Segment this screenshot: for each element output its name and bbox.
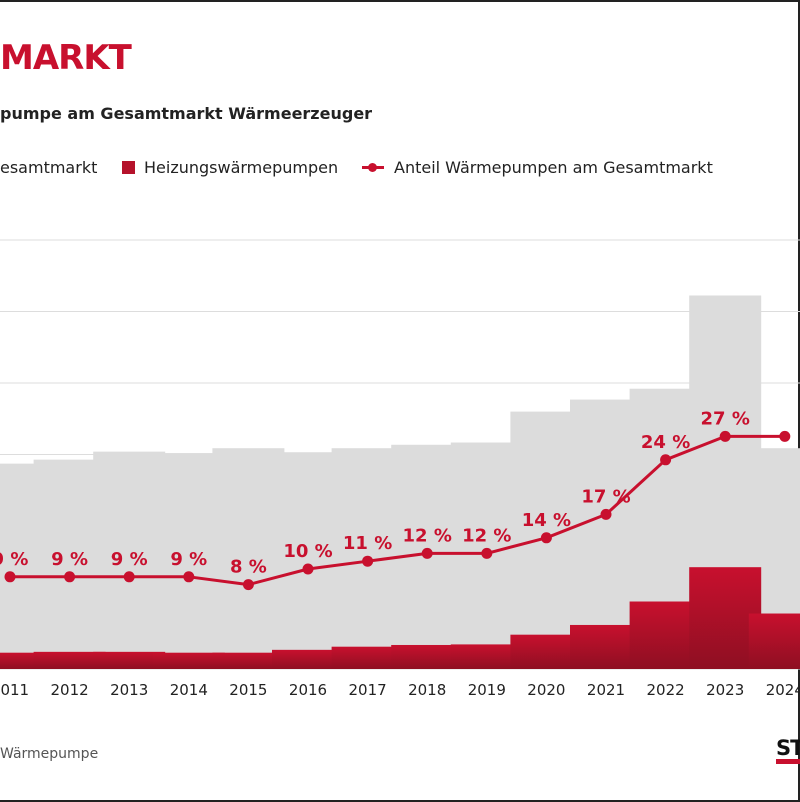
x-tick-label: 2014 bbox=[170, 681, 208, 699]
heatpump-bar bbox=[272, 649, 344, 669]
x-tick-label: 2012 bbox=[51, 681, 89, 699]
share-data-label: 9 % bbox=[170, 549, 207, 570]
heatpump-bar bbox=[33, 651, 106, 669]
share-point bbox=[302, 563, 314, 575]
share-point bbox=[64, 571, 76, 583]
x-tick-label: 2017 bbox=[349, 681, 387, 699]
x-tick-label: 2016 bbox=[289, 681, 327, 699]
x-tick-label: 2019 bbox=[468, 681, 506, 699]
share-point bbox=[4, 571, 16, 583]
heatpump-bar bbox=[331, 646, 404, 669]
legend-item-heatpumps: Heizungswärmepumpen bbox=[122, 158, 338, 177]
share-point bbox=[183, 571, 195, 583]
legend: esamtmarkt Heizungswärmepumpen Anteil Wä… bbox=[0, 158, 800, 180]
x-tick-label: 2023 bbox=[706, 681, 744, 699]
x-tick-label: 2018 bbox=[408, 681, 446, 699]
heatpump-bars bbox=[0, 567, 800, 669]
share-point bbox=[600, 508, 612, 520]
share-point bbox=[242, 579, 254, 591]
share-point bbox=[779, 430, 791, 442]
share-point bbox=[540, 532, 552, 544]
share-data-label: 9 % bbox=[0, 549, 28, 570]
share-labels: 9 % 9 % 9 % 9 % 8 % 10 % 11 % 12 % 12 % 14 % 17 % 2… bbox=[0, 408, 750, 577]
heatpump-bar bbox=[93, 651, 166, 669]
share-point bbox=[719, 430, 731, 442]
brand-logo-bar bbox=[776, 759, 800, 764]
chart-title: MARKT bbox=[0, 38, 132, 78]
share-data-label: 24 % bbox=[641, 432, 690, 453]
share-point bbox=[421, 547, 433, 559]
legend-label-total: esamtmarkt bbox=[0, 158, 98, 177]
x-tick-label: 2021 bbox=[587, 681, 625, 699]
share-point bbox=[123, 571, 135, 583]
legend-label-share: Anteil Wärmepumpen am Gesamtmarkt bbox=[394, 158, 713, 177]
share-point bbox=[362, 555, 374, 567]
share-point bbox=[660, 454, 672, 466]
x-tick-label: 2011 bbox=[0, 681, 29, 699]
legend-item-share: Anteil Wärmepumpen am Gesamtmarkt bbox=[362, 158, 713, 177]
total-bars bbox=[0, 295, 800, 669]
legend-swatch-heatpumps bbox=[122, 161, 135, 174]
brand-logo: ST bbox=[776, 734, 800, 764]
share-data-label: 12 % bbox=[403, 525, 452, 546]
x-tick-label: 2015 bbox=[229, 681, 267, 699]
legend-swatch-share-line bbox=[362, 161, 384, 174]
share-data-label: 14 % bbox=[522, 510, 571, 531]
share-data-label: 12 % bbox=[462, 525, 511, 546]
x-tick-label: 2022 bbox=[647, 681, 685, 699]
x-tick-label: 2020 bbox=[527, 681, 565, 699]
share-line bbox=[4, 430, 791, 591]
legend-label-heatpumps: Heizungswärmepumpen bbox=[144, 158, 339, 177]
heatpump-bar bbox=[748, 613, 800, 669]
legend-item-total: esamtmarkt bbox=[0, 158, 97, 177]
share-data-label: 17 % bbox=[581, 486, 630, 507]
share-data-label: 8 % bbox=[230, 557, 267, 578]
share-data-label: 11 % bbox=[343, 533, 392, 554]
share-line-path bbox=[10, 434, 785, 587]
share-data-label: 9 % bbox=[51, 549, 88, 570]
source-note: Wärmepumpe bbox=[0, 746, 99, 762]
chart-subtitle: pumpe am Gesamtmarkt Wärmeerzeuger bbox=[0, 104, 373, 123]
x-tick-label: 2013 bbox=[110, 681, 148, 699]
heatpump-bar bbox=[212, 652, 285, 669]
heatpump-bar bbox=[152, 652, 225, 669]
share-point bbox=[481, 547, 493, 559]
x-axis: 2011 2012 2013 2014 2015 2016 2017 2018 2019 2020… bbox=[0, 681, 800, 699]
share-data-label: 10 % bbox=[283, 541, 332, 562]
share-data-label: 27 % bbox=[701, 408, 750, 429]
share-data-label: 9 % bbox=[111, 549, 148, 570]
x-tick-label: 2024 bbox=[766, 681, 800, 699]
brand-logo-text: ST bbox=[776, 736, 800, 760]
